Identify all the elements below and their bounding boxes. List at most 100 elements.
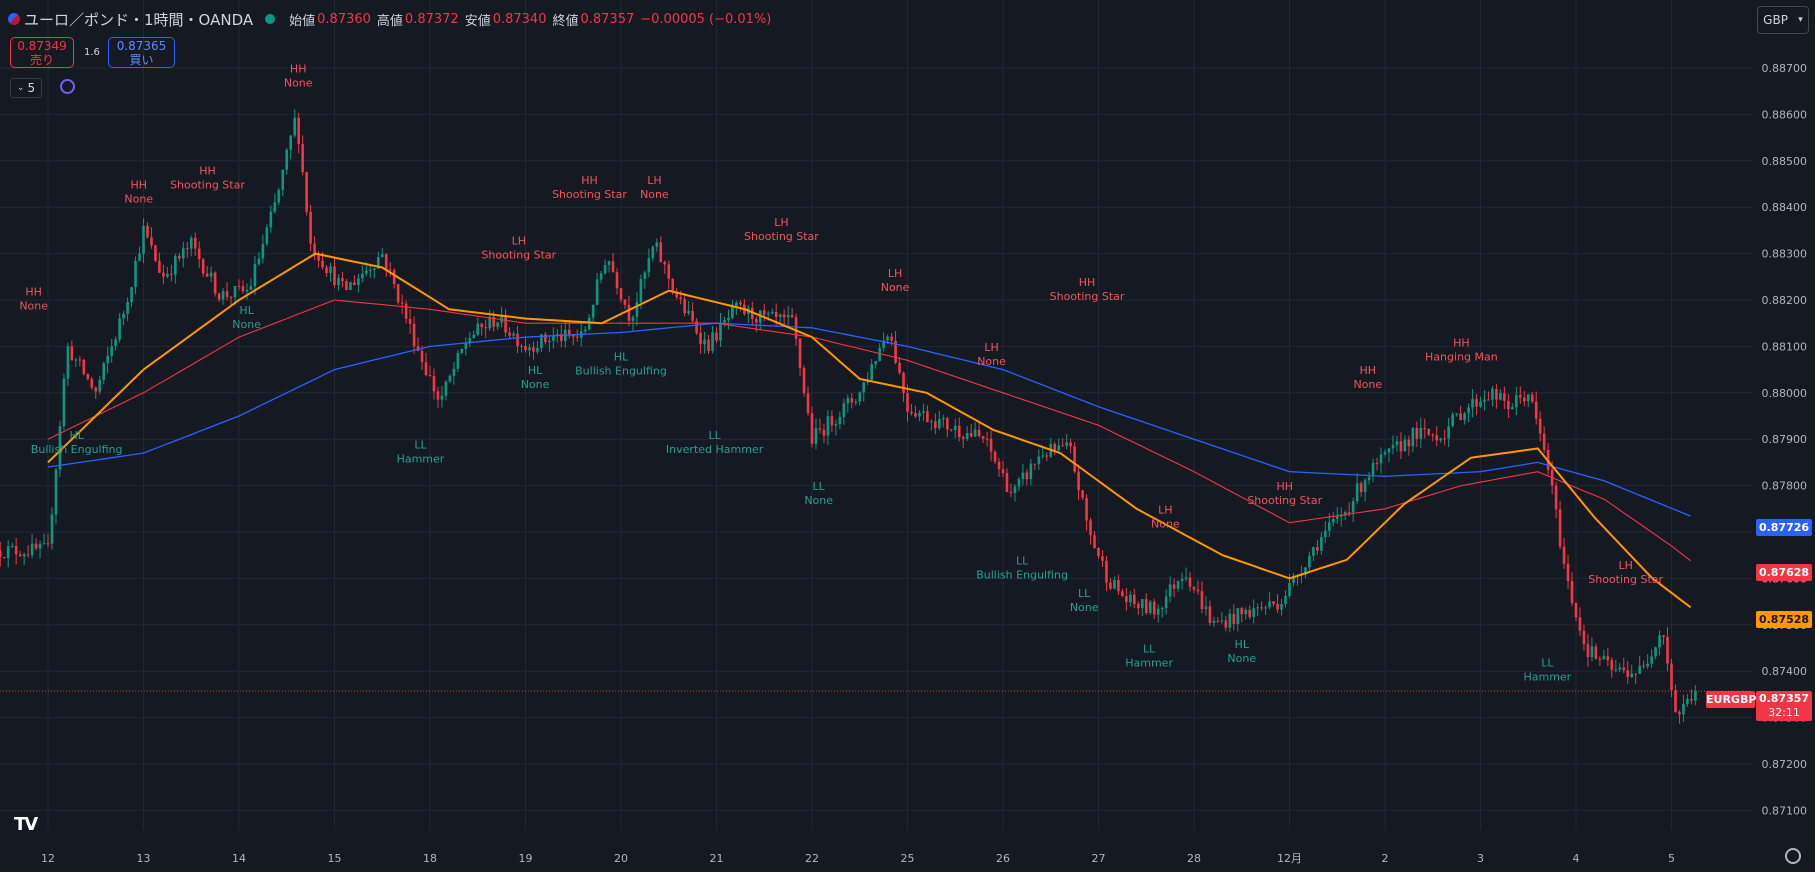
candle-body bbox=[508, 332, 511, 336]
candle-body bbox=[862, 382, 866, 393]
candle-body bbox=[942, 418, 945, 420]
candle-body bbox=[1260, 607, 1263, 609]
candle-body bbox=[1670, 663, 1673, 691]
candle-body bbox=[1427, 428, 1431, 435]
candle-body bbox=[241, 286, 245, 292]
candle-body bbox=[1272, 601, 1275, 604]
candle-body bbox=[1176, 580, 1180, 589]
candle-body bbox=[30, 543, 34, 556]
candle-body bbox=[285, 149, 289, 170]
annotation-type: HH bbox=[290, 63, 307, 76]
candle-body bbox=[1339, 515, 1343, 517]
tradingview-logo[interactable]: TV bbox=[14, 814, 38, 835]
refresh-icon[interactable] bbox=[60, 79, 75, 94]
candle-body bbox=[1288, 582, 1291, 596]
candle-body bbox=[894, 340, 897, 363]
candle-body bbox=[313, 243, 316, 256]
candle-body bbox=[945, 418, 949, 430]
bar-countdown: 32:11 bbox=[1768, 706, 1800, 719]
candle-body bbox=[1236, 608, 1240, 624]
candle-body bbox=[544, 334, 547, 342]
indicators-collapse-button[interactable]: ⌄ 5 bbox=[10, 78, 42, 98]
candle-body bbox=[1320, 537, 1323, 551]
candle-body bbox=[1069, 442, 1072, 447]
time-tick: 3 bbox=[1477, 852, 1484, 865]
candle-body bbox=[185, 248, 189, 250]
candle-body bbox=[18, 554, 22, 557]
open-value: 0.87360 bbox=[317, 11, 371, 27]
time-tick: 27 bbox=[1092, 852, 1106, 865]
candle-body bbox=[1097, 547, 1100, 557]
ema-lines bbox=[47, 252, 1692, 609]
candle-body bbox=[715, 332, 718, 341]
gear-icon[interactable] bbox=[1785, 848, 1801, 864]
annotation-type: HH bbox=[581, 174, 598, 187]
price-tick: 0.87200 bbox=[1762, 758, 1808, 771]
price-tick: 0.88300 bbox=[1762, 248, 1808, 261]
candle-body bbox=[468, 338, 472, 344]
time-tick: 25 bbox=[901, 852, 915, 865]
candle-body bbox=[810, 413, 814, 444]
sell-button[interactable]: 0.87349 売り bbox=[10, 37, 74, 68]
candle-body bbox=[1554, 485, 1558, 510]
candle-body bbox=[1021, 472, 1025, 480]
candle-body bbox=[687, 310, 690, 314]
candle-body bbox=[1638, 665, 1641, 674]
candle-body bbox=[404, 303, 408, 319]
candle-body bbox=[1316, 547, 1319, 551]
candle-body bbox=[1073, 446, 1076, 472]
candle-body bbox=[786, 315, 790, 318]
price-tick: 0.87900 bbox=[1762, 433, 1808, 446]
candle-body bbox=[1188, 577, 1192, 587]
candle-body bbox=[62, 378, 66, 427]
time-tick: 21 bbox=[710, 852, 724, 865]
candle-body bbox=[130, 287, 133, 303]
candle-body bbox=[1419, 428, 1423, 439]
candle-body bbox=[146, 225, 149, 238]
candle-body bbox=[484, 327, 488, 329]
candle-body bbox=[193, 237, 197, 249]
candle-body bbox=[416, 346, 420, 351]
annotation-pattern: None bbox=[640, 188, 669, 201]
candle-body bbox=[957, 425, 961, 438]
annotation-pattern: Inverted Hammer bbox=[666, 443, 764, 456]
price-axis-bg bbox=[1752, 0, 1815, 872]
candle-body bbox=[1423, 428, 1427, 430]
symbol-title[interactable]: ユーロ／ポンド・1時間・OANDA bbox=[24, 10, 254, 29]
candle-body bbox=[1435, 435, 1439, 441]
annotation-pattern: Shooting Star bbox=[1247, 494, 1322, 507]
price-tick: 0.88400 bbox=[1762, 201, 1808, 214]
time-tick: 13 bbox=[137, 852, 151, 865]
candle-body bbox=[1220, 620, 1224, 622]
candle-body bbox=[528, 347, 531, 351]
candle-body bbox=[1168, 584, 1172, 597]
candle-body bbox=[1256, 607, 1259, 609]
candle-body bbox=[170, 273, 173, 275]
candle-body bbox=[102, 363, 106, 380]
candle-body bbox=[1403, 439, 1407, 452]
price-tick: 0.87800 bbox=[1762, 480, 1808, 493]
candle-body bbox=[221, 291, 225, 300]
annotation-pattern: Shooting Star bbox=[170, 179, 245, 192]
candle-body bbox=[1518, 395, 1522, 398]
candle-body bbox=[341, 278, 344, 282]
chevron-down-icon: ⌄ bbox=[16, 83, 25, 93]
candle-body bbox=[516, 333, 519, 347]
candle-body bbox=[1463, 413, 1466, 421]
currency-select[interactable]: GBP ▾ bbox=[1757, 6, 1809, 34]
candle-body bbox=[333, 266, 336, 286]
candle-body bbox=[973, 429, 977, 437]
candle-body bbox=[878, 347, 881, 362]
annotation-pattern: Hanging Man bbox=[1425, 350, 1498, 363]
candle-body bbox=[1121, 591, 1124, 597]
candle-body bbox=[325, 267, 328, 273]
candle-body bbox=[162, 272, 165, 277]
candle-body bbox=[150, 237, 153, 246]
candle-body bbox=[583, 329, 587, 332]
candle-body bbox=[659, 242, 663, 263]
sell-label: 売り bbox=[29, 53, 54, 67]
candle-body bbox=[436, 391, 440, 400]
annotation-type: LH bbox=[774, 216, 788, 229]
buy-button[interactable]: 0.87365 買い bbox=[108, 37, 175, 68]
